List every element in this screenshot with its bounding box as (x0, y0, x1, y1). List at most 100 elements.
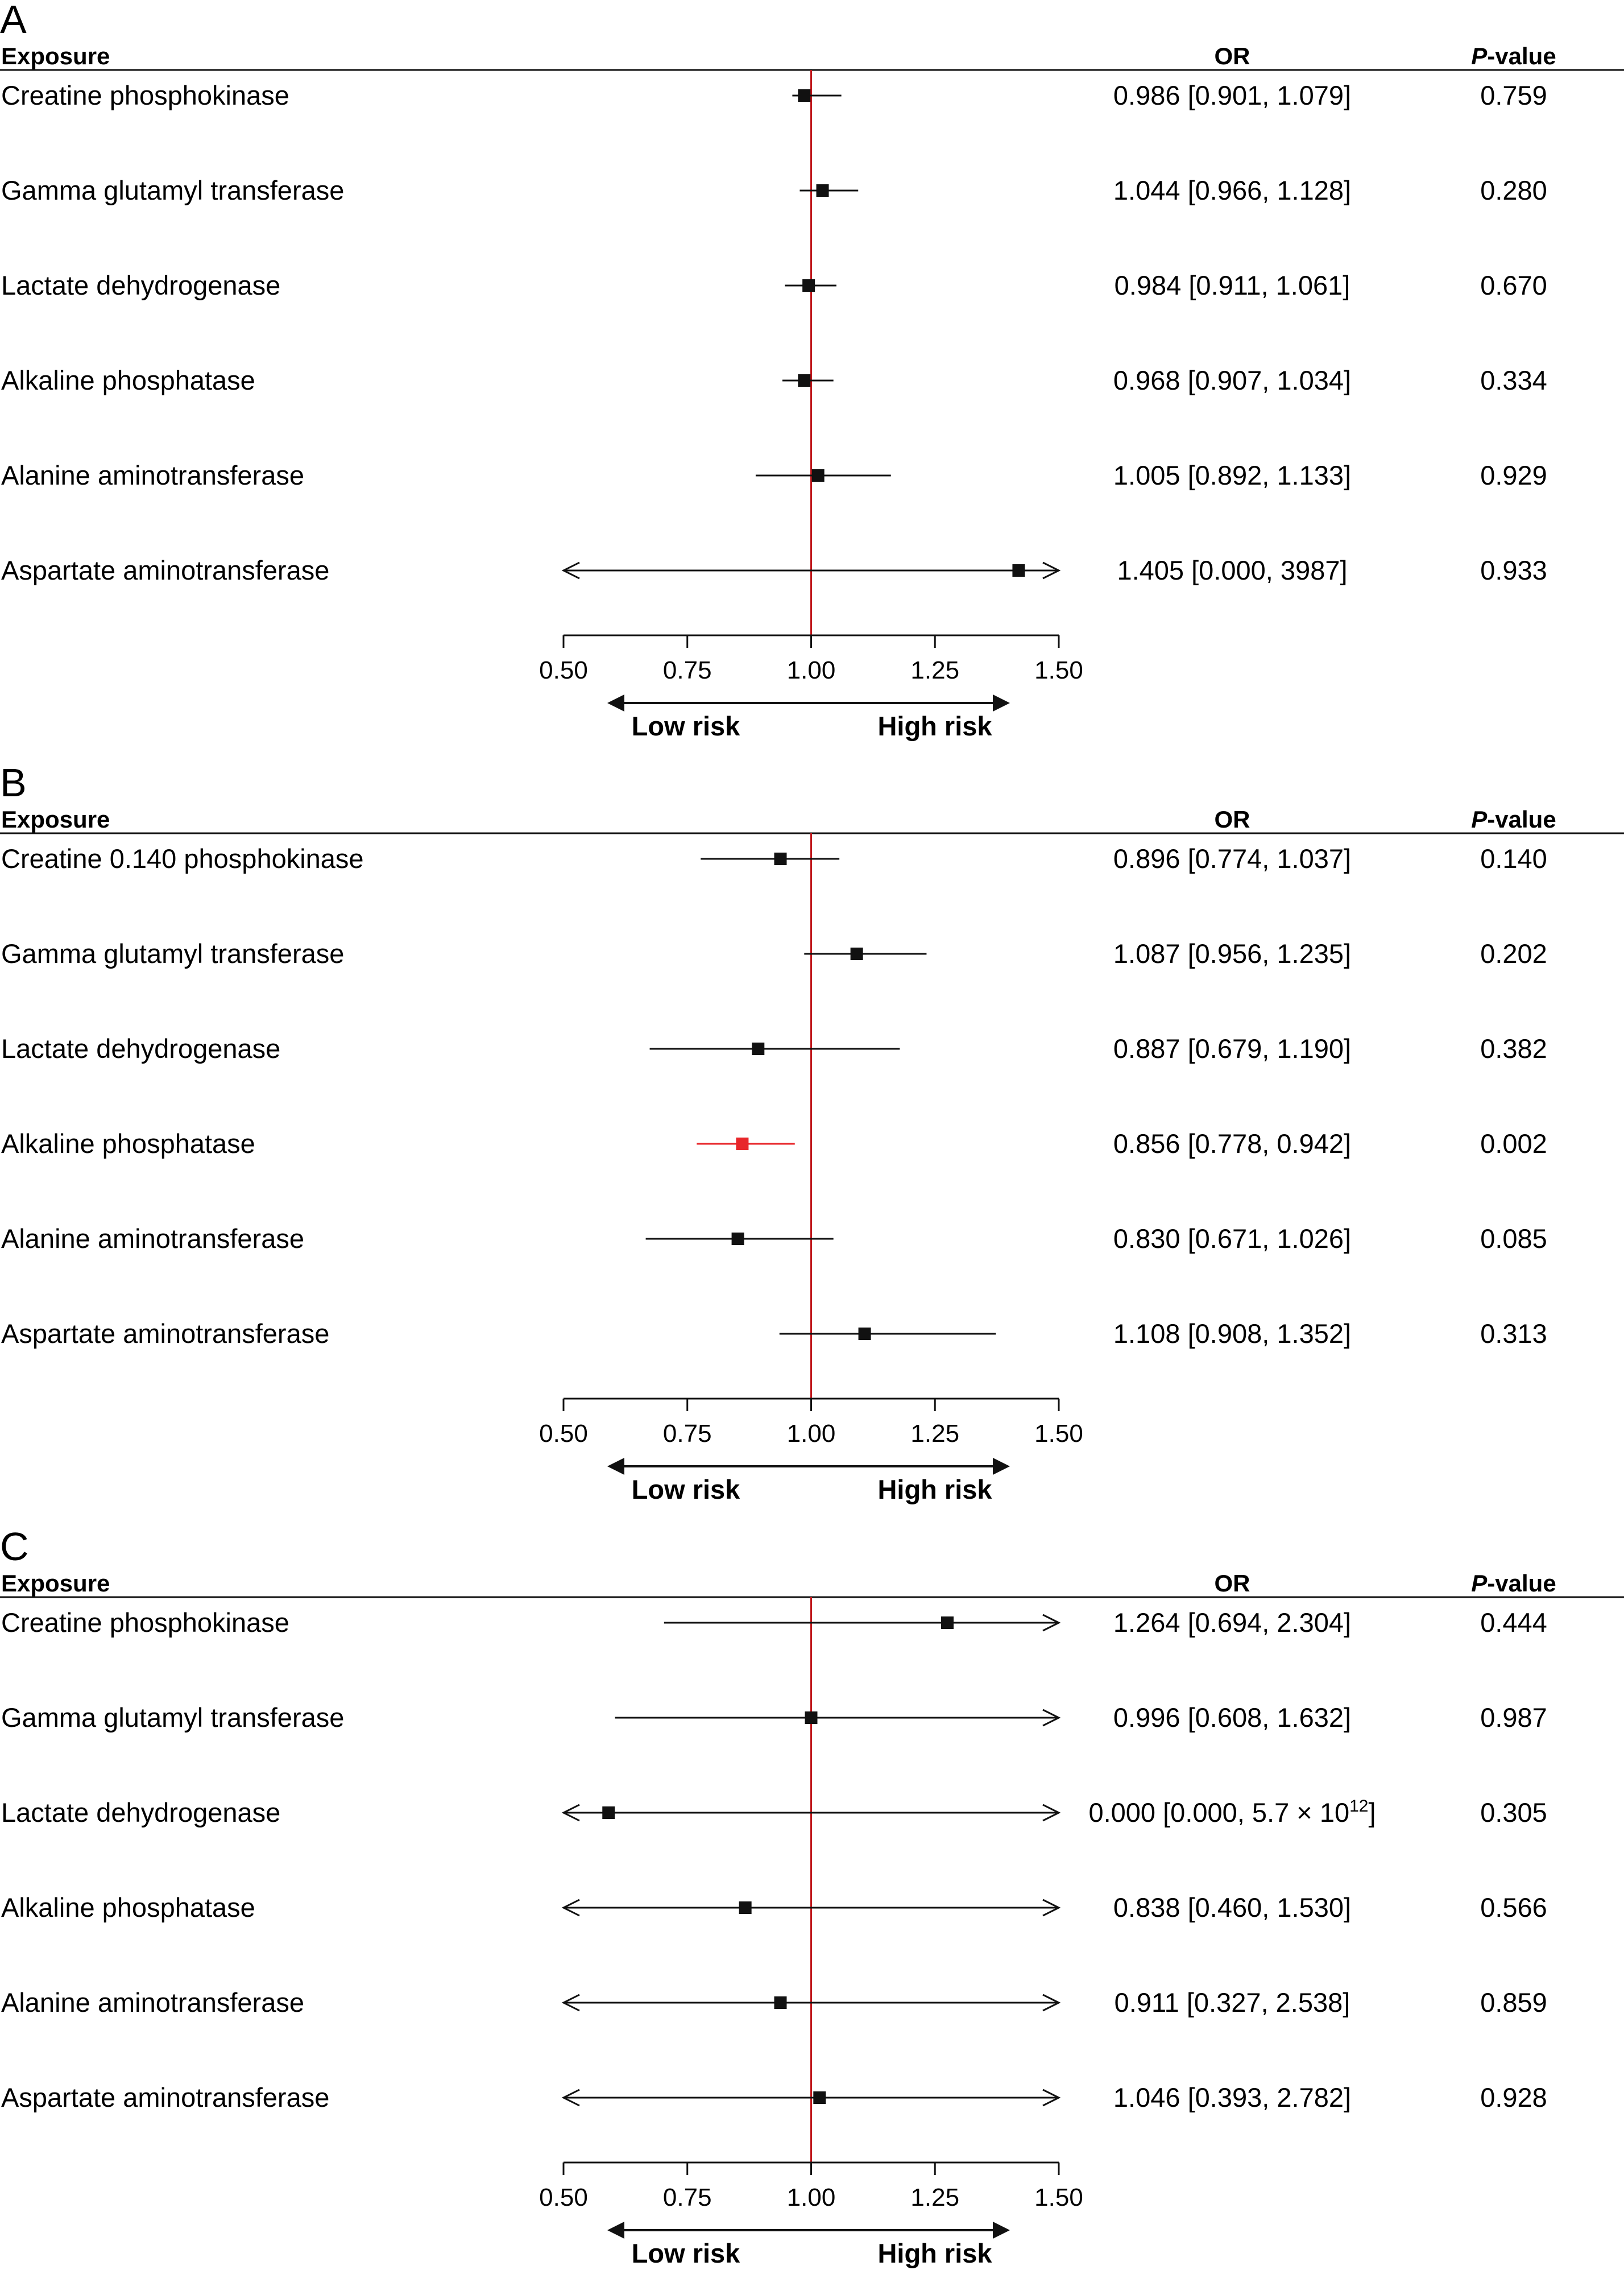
x-tick-label: 1.00 (787, 656, 836, 684)
table-row: Alkaline phosphatase 0.856 [0.778, 0.942]… (1, 1128, 1547, 1159)
point-estimate (774, 853, 787, 865)
p-value: 0.933 (1480, 555, 1547, 585)
x-tick-label: 1.50 (1034, 2184, 1083, 2211)
ci-arrow-right (1042, 1899, 1061, 1917)
ci-arrow-left (561, 2089, 580, 2107)
ci-arrow-right (1042, 1709, 1061, 1727)
x-tick-label: 1.25 (910, 1420, 959, 1448)
point-estimate (811, 469, 825, 482)
p-value: 0.202 (1480, 938, 1547, 969)
or-ci-value: 1.046 [0.393, 2.782] (1113, 2082, 1351, 2112)
exposure-label: Creatine phosphokinase (1, 1607, 289, 1638)
point-estimate (602, 1806, 615, 1819)
or-ci-value: 0.887 [0.679, 1.190] (1113, 1033, 1351, 1064)
header-exposure: Exposure (1, 806, 110, 833)
table-row: Alkaline phosphatase 0.968 [0.907, 1.034]… (1, 365, 1547, 395)
header-or: OR (1215, 43, 1250, 69)
p-value: 0.334 (1480, 365, 1547, 395)
point-estimate (774, 1996, 787, 2009)
point-estimate (798, 89, 811, 102)
risk-arrow-left-head (607, 2222, 624, 2239)
point-estimate (1012, 564, 1025, 577)
p-value: 0.859 (1480, 1987, 1547, 2017)
risk-arrow-right-head (993, 2222, 1010, 2239)
exposure-label: Alanine aminotransferase (1, 1223, 304, 1254)
panel-label: C (0, 1524, 29, 1569)
header-or: OR (1215, 1570, 1250, 1597)
table-row: Alanine aminotransferase 1.005 [0.892, 1.… (1, 460, 1547, 490)
p-value: 0.987 (1480, 1702, 1547, 1733)
x-tick-label: 1.25 (910, 2184, 959, 2211)
table-row: Aspartate aminotransferase 1.046 [0.393, … (1, 2082, 1547, 2112)
exposure-label: Alkaline phosphatase (1, 1128, 255, 1159)
or-ci-value: 0.830 [0.671, 1.026] (1113, 1223, 1351, 1254)
or-ci-value: 1.044 [0.966, 1.128] (1113, 175, 1351, 205)
p-value: 0.085 (1480, 1223, 1547, 1254)
p-value: 0.002 (1480, 1128, 1547, 1159)
x-axis: 0.50 0.75 1.00 1.25 1.50 (539, 634, 1083, 684)
x-tick-label: 0.50 (539, 1420, 588, 1448)
point-estimate (941, 1616, 954, 1629)
point-estimate (736, 1138, 749, 1150)
or-ci-value: 0.996 [0.608, 1.632] (1113, 1702, 1351, 1733)
or-ci-value: 1.108 [0.908, 1.352] (1113, 1318, 1351, 1349)
p-value: 0.670 (1480, 270, 1547, 300)
x-tick-label: 0.50 (539, 656, 588, 684)
point-estimate (850, 948, 863, 960)
ci-arrow-right (1042, 2089, 1061, 2107)
or-ci-value: 0.000 [0.000, 5.7 × 1012] (1088, 1797, 1376, 1827)
exposure-label: Gamma glutamyl transferase (1, 175, 344, 205)
table-row: Gamma glutamyl transferase 0.996 [0.608, … (1, 1702, 1547, 1733)
ci-arrow-left (561, 1804, 580, 1822)
ci-arrow-left (561, 561, 580, 580)
header-p-value: P-value (1471, 43, 1556, 69)
risk-arrow-left-head (607, 1458, 624, 1475)
point-estimate (816, 184, 829, 197)
p-value: 0.759 (1480, 80, 1547, 110)
x-tick-label: 1.50 (1034, 1420, 1083, 1448)
point-estimate (752, 1043, 765, 1055)
x-tick-label: 1.25 (910, 656, 959, 684)
header-exposure: Exposure (1, 1570, 110, 1597)
exposure-label: Aspartate aminotransferase (1, 2082, 329, 2112)
p-value: 0.305 (1480, 1797, 1547, 1827)
table-row: Lactate dehydrogenase 0.984 [0.911, 1.061… (1, 270, 1547, 300)
or-ci-value: 0.838 [0.460, 1.530] (1113, 1892, 1351, 1922)
p-value: 0.382 (1480, 1033, 1547, 1064)
table-row: Alanine aminotransferase 0.911 [0.327, 2.… (1, 1987, 1547, 2017)
risk-direction: Low risk High risk (607, 2222, 1010, 2268)
point-estimate (858, 1328, 871, 1340)
or-ci-value: 0.896 [0.774, 1.037] (1113, 844, 1351, 874)
exposure-label: Creatine 0.140 phosphokinase (1, 844, 364, 874)
exposure-label: Alanine aminotransferase (1, 460, 304, 490)
ci-arrow-right (1042, 1994, 1061, 2012)
x-tick-label: 1.00 (787, 2184, 836, 2211)
or-ci-value: 0.856 [0.778, 0.942] (1113, 1128, 1351, 1159)
x-tick-label: 1.00 (787, 1420, 836, 1448)
header-p-value: P-value (1471, 806, 1556, 833)
or-ci-value: 0.984 [0.911, 1.061] (1115, 270, 1350, 300)
header-or: OR (1215, 806, 1250, 833)
x-axis: 0.50 0.75 1.00 1.25 1.50 (539, 2161, 1083, 2211)
table-row: Alkaline phosphatase 0.838 [0.460, 1.530]… (1, 1892, 1547, 1922)
risk-arrow-right-head (993, 1458, 1010, 1475)
p-value: 0.140 (1480, 844, 1547, 874)
or-ci-value: 0.986 [0.901, 1.079] (1113, 80, 1351, 110)
table-row: Aspartate aminotransferase 1.108 [0.908, … (1, 1318, 1547, 1349)
x-tick-label: 0.75 (663, 2184, 712, 2211)
low-risk-label: Low risk (632, 2238, 741, 2268)
ci-arrow-right (1042, 1614, 1061, 1632)
x-axis: 0.50 0.75 1.00 1.25 1.50 (539, 1397, 1083, 1448)
point-estimate (731, 1233, 744, 1245)
table-row: Creatine 0.140 phosphokinase 0.896 [0.774… (1, 844, 1547, 874)
exposure-label: Alkaline phosphatase (1, 365, 255, 395)
header-exposure: Exposure (1, 43, 110, 69)
or-ci-value: 0.911 [0.327, 2.538] (1115, 1987, 1350, 2017)
x-tick-label: 0.75 (663, 656, 712, 684)
p-value: 0.444 (1480, 1607, 1547, 1638)
exposure-label: Lactate dehydrogenase (1, 1033, 280, 1064)
table-row: Creatine phosphokinase 0.986 [0.901, 1.07… (1, 80, 1547, 110)
high-risk-label: High risk (877, 711, 992, 741)
